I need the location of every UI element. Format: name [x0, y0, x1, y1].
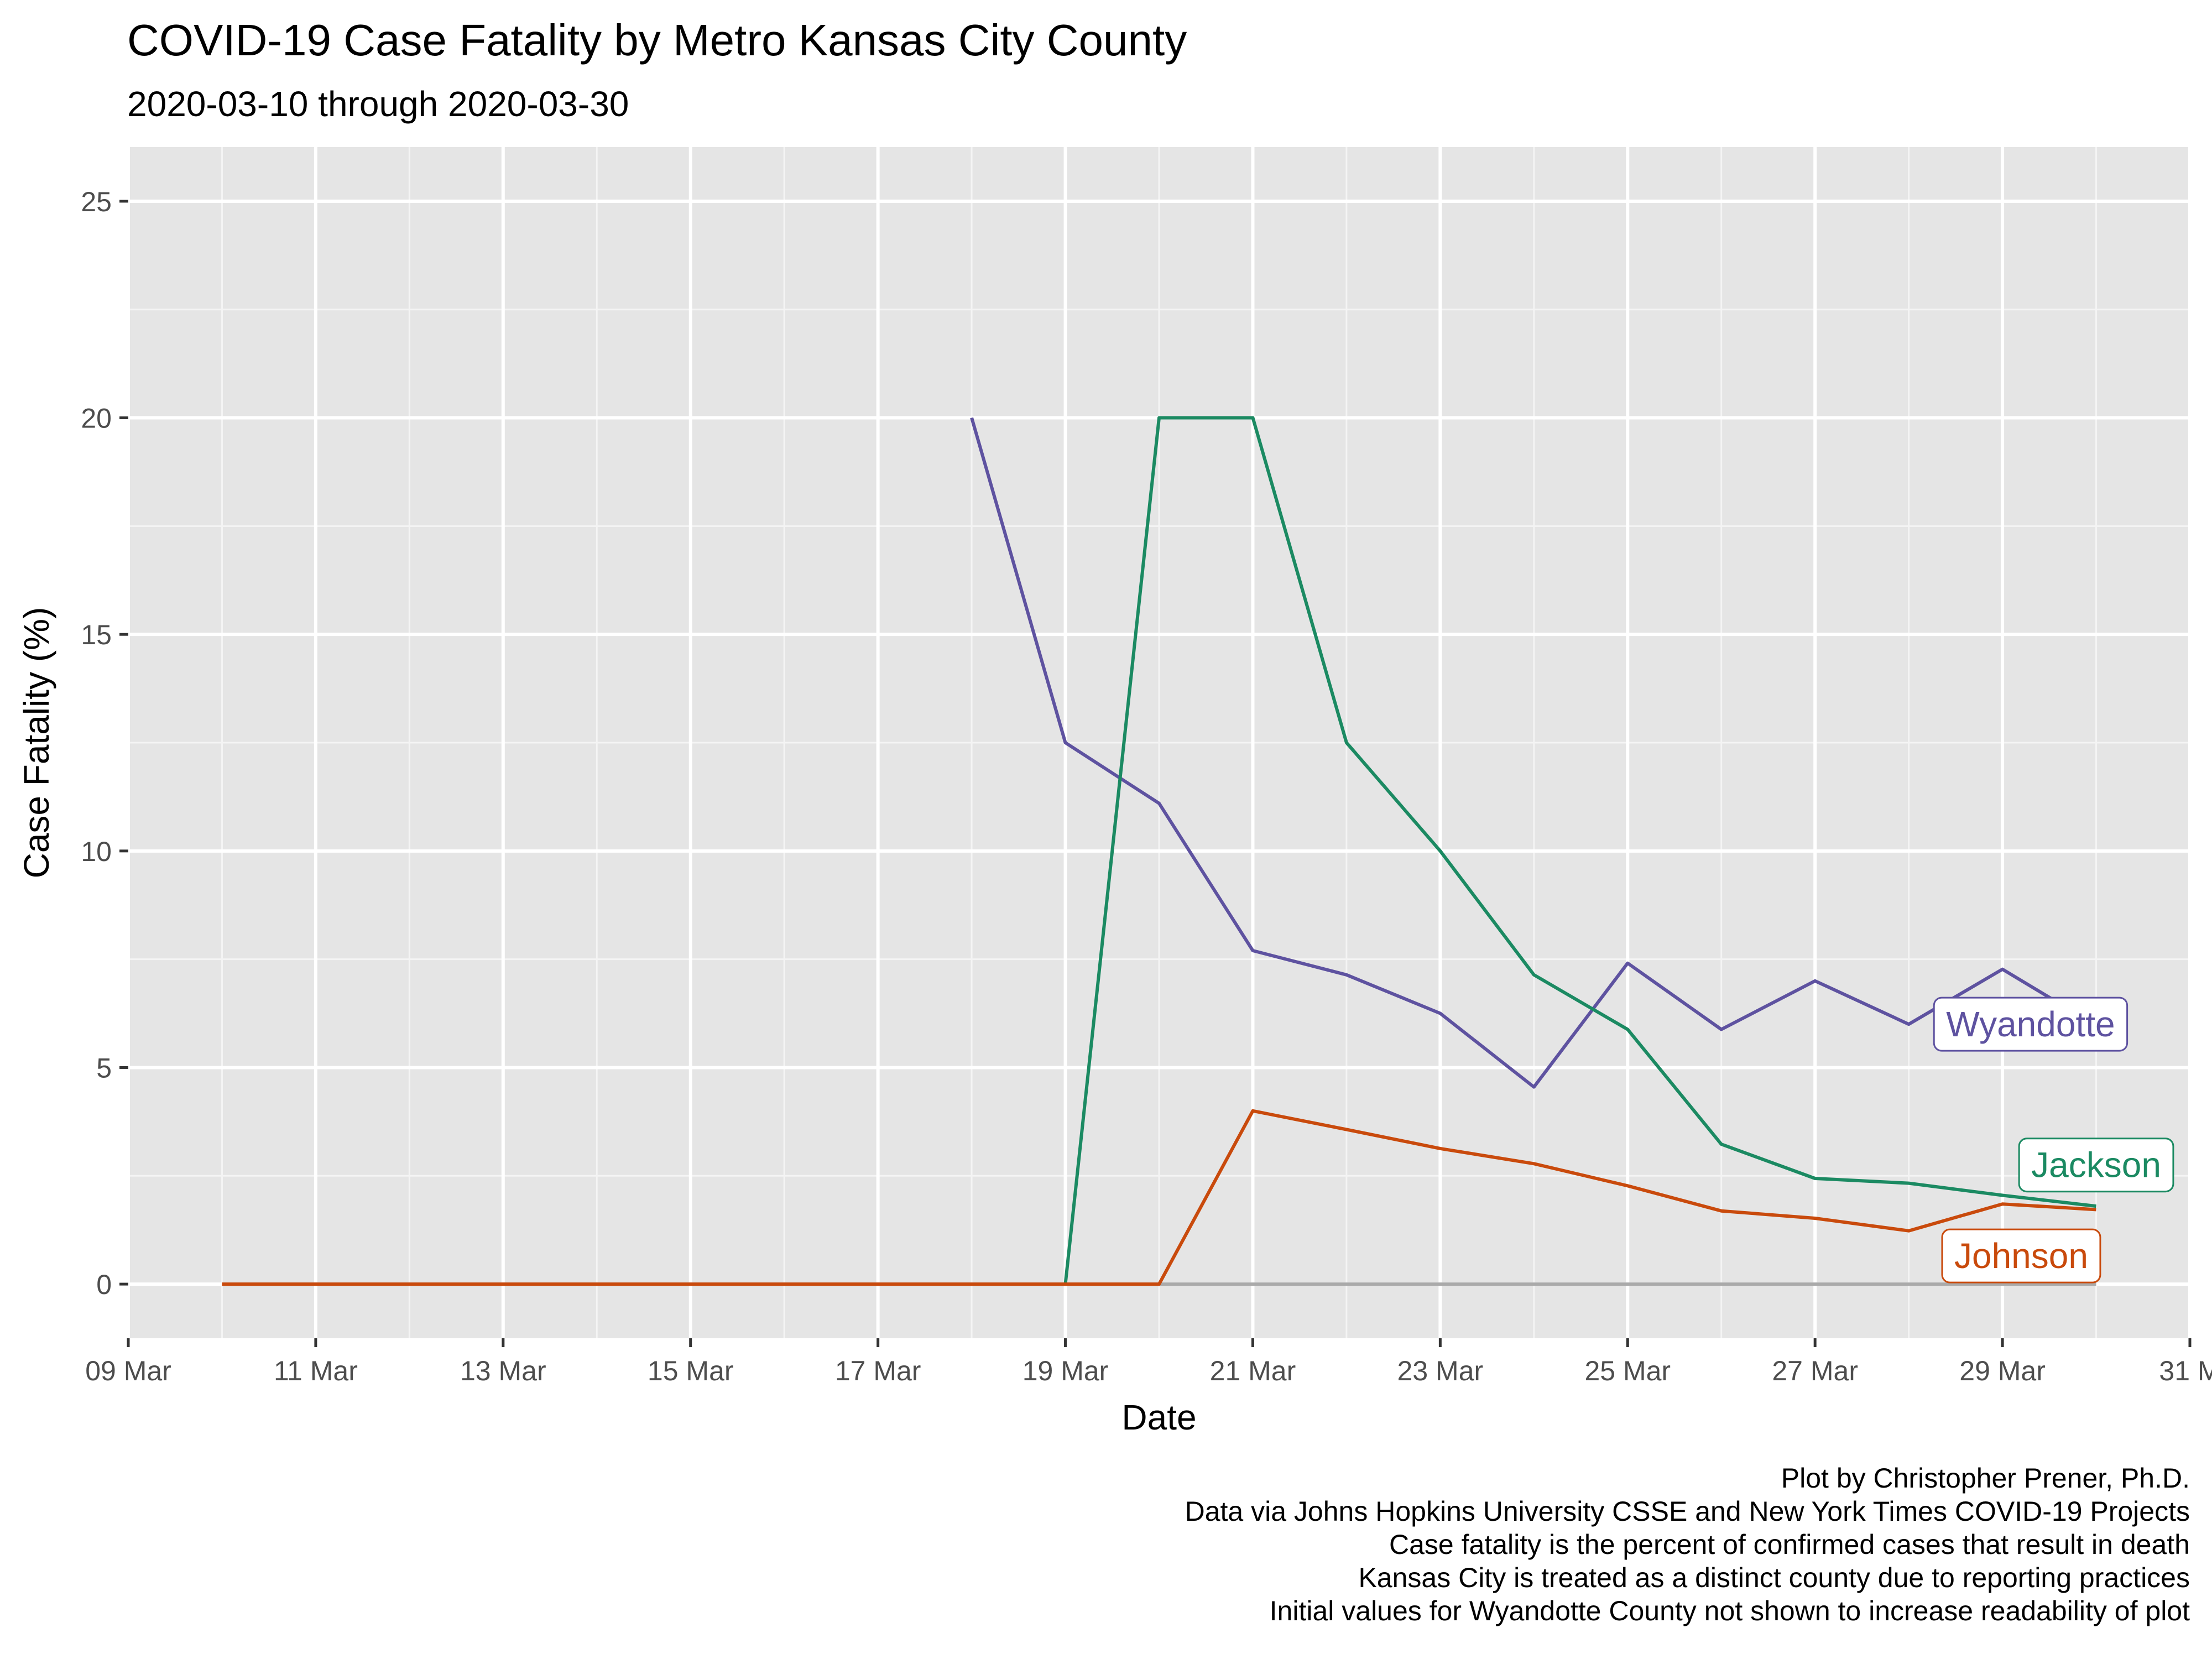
series-label-wyandotte: Wyandotte	[1933, 997, 2128, 1052]
series-line-wyandotte	[970, 417, 2098, 1089]
chart-title: COVID-19 Case Fatality by Metro Kansas C…	[127, 15, 1187, 65]
series-label-johnson: Johnson	[1941, 1228, 2101, 1284]
caption-line: Initial values for Wyandotte County not …	[1270, 1595, 2190, 1626]
y-tick-label: 20	[81, 403, 112, 434]
x-tick-label: 17 Mar	[835, 1355, 921, 1386]
caption-line: Case fatality is the percent of confirme…	[1389, 1529, 2190, 1560]
y-tick-label: 10	[81, 836, 112, 867]
x-tick-label: 25 Mar	[1584, 1355, 1671, 1386]
series-line-johnson	[222, 1109, 2096, 1286]
x-tick-label: 21 Mar	[1210, 1355, 1296, 1386]
series-label-layer: Wyandotte Jackson Johnson	[1933, 997, 2174, 1284]
x-tick-label: 13 Mar	[460, 1355, 546, 1386]
x-axis: 09 Mar 11 Mar 13 Mar 15 Mar 17 Mar 19 Mar 21 M…	[85, 1338, 2212, 1386]
series-layer	[222, 416, 2098, 1286]
series-label-text: Jackson	[2031, 1145, 2161, 1185]
series-label-text: Wyandotte	[1946, 1004, 2115, 1044]
x-tick-label: 15 Mar	[648, 1355, 734, 1386]
x-tick-label: 27 Mar	[1772, 1355, 1858, 1386]
series-label-text: Johnson	[1954, 1236, 2088, 1276]
caption-line: Kansas City is treated as a distinct cou…	[1358, 1562, 2190, 1593]
series-line-jackson	[1063, 416, 2096, 1285]
y-axis-title: Case Fatality (%)	[17, 607, 56, 879]
caption-line: Plot by Christopher Prener, Ph.D.	[1781, 1463, 2190, 1494]
series-label-box	[1933, 997, 2128, 1052]
x-tick-label: 29 Mar	[1959, 1355, 2046, 1386]
chart-subtitle: 2020-03-10 through 2020-03-30	[127, 84, 629, 124]
y-tick-label: 15	[81, 619, 112, 650]
x-tick-label: 19 Mar	[1022, 1355, 1109, 1386]
series-label-box	[1941, 1228, 2101, 1284]
x-tick-label: 31 M	[2159, 1355, 2212, 1386]
y-tick-label: 0	[96, 1269, 112, 1300]
x-tick-label: 11 Mar	[274, 1355, 358, 1386]
y-tick-label: 5	[96, 1052, 112, 1083]
y-tick-label: 25	[81, 186, 112, 217]
x-tick-label: 23 Mar	[1397, 1355, 1484, 1386]
series-label-box	[2018, 1138, 2174, 1193]
y-axis: 0 5 10 15 20 25	[81, 186, 128, 1300]
series-label-jackson: Jackson	[2018, 1138, 2174, 1193]
x-tick-label: 09 Mar	[85, 1355, 171, 1386]
caption: Plot by Christopher Prener, Ph.D.Data vi…	[1185, 1463, 2190, 1626]
x-axis-title: Date	[1121, 1397, 1196, 1437]
caption-line: Data via Johns Hopkins University CSSE a…	[1185, 1496, 2190, 1527]
